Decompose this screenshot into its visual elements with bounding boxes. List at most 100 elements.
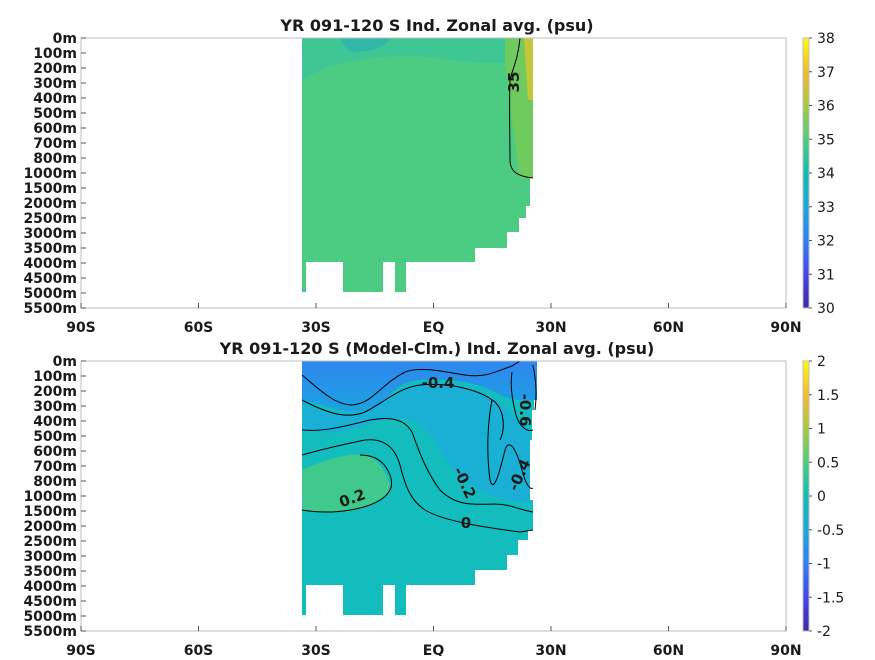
contour-label: 0	[461, 514, 471, 532]
x-tick-label: 30N	[535, 320, 566, 336]
field-surface-fresh	[340, 38, 390, 52]
x-axis: 90S 60S 30S EQ 30N 60N 90N	[66, 303, 802, 336]
y-tick-label: 500m	[33, 429, 77, 445]
y-tick-label: 2500m	[23, 211, 77, 227]
y-tick-label: 1500m	[23, 504, 77, 520]
colorbar-tick-label: 37	[817, 65, 835, 81]
contour-label: -0.4	[422, 374, 455, 392]
y-axis: 0m100m200m300m400m500m600m700m800m1000m1…	[23, 31, 86, 317]
contour-line	[487, 399, 534, 489]
colorbar-tick-label: 34	[817, 166, 835, 182]
y-tick-label: 100m	[33, 369, 77, 385]
y-tick-label: 800m	[33, 474, 77, 490]
colorbar-tick-label: 30	[817, 301, 835, 317]
contour-line	[301, 383, 504, 441]
colorbar-axis: -2 -1.5 -1 -0.5 0 0.5 1 1.5 2	[809, 354, 844, 640]
x-tick-label: 60N	[653, 320, 684, 336]
x-tick-label: 90S	[66, 320, 96, 336]
y-tick-label: 0m	[53, 31, 77, 47]
colorbar-tick-label: 0.5	[817, 455, 839, 471]
y-tick-label: 300m	[33, 399, 77, 415]
contour-line	[301, 361, 521, 406]
y-tick-label: 400m	[33, 91, 77, 107]
x-tick-label: EQ	[423, 320, 445, 336]
y-tick-label: 4000m	[23, 579, 77, 595]
x-tick-label: 90S	[66, 643, 96, 656]
chart-title: YR 091-120 S (Model-Clm.) Ind. Zonal avg…	[219, 339, 655, 358]
y-tick-label: 400m	[33, 414, 77, 430]
salinity-field: 35	[302, 38, 534, 292]
colorbar-tick-label: -0.5	[817, 523, 844, 539]
x-tick-label: 60N	[653, 643, 684, 656]
y-tick-label: 3000m	[23, 226, 77, 242]
field-interior	[302, 38, 533, 262]
chart-title: YR 091-120 S Ind. Zonal avg. (psu)	[279, 16, 593, 35]
panel-salinity-anomaly: YR 091-120 S (Model-Clm.) Ind. Zonal avg…	[23, 339, 844, 659]
colorbar-tick-label: 33	[817, 200, 835, 216]
contour-label: -0.6	[516, 394, 534, 427]
y-tick-label: 100m	[33, 46, 77, 62]
field-positive-tongue	[302, 454, 391, 513]
x-tick-label: 90N	[770, 643, 801, 656]
colorbar-tick-label: 36	[817, 99, 835, 115]
colorbar-tick-label: 1.5	[817, 388, 839, 404]
contour-line	[510, 371, 534, 431]
y-tick-label: 5000m	[23, 609, 77, 625]
colorbar-axis: 30 31 32 33 34 35 36 37 38	[809, 31, 835, 317]
y-tick-label: 1000m	[23, 489, 77, 505]
x-tick-label: 30S	[301, 643, 331, 656]
colorbar	[803, 361, 809, 631]
contour-line	[301, 439, 534, 533]
x-tick-label: 30S	[301, 320, 331, 336]
colorbar-tick-label: -1.5	[817, 590, 844, 606]
colorbar-tick-label: 35	[817, 132, 835, 148]
contour-line	[301, 418, 534, 513]
contour-line	[301, 454, 393, 513]
y-tick-label: 600m	[33, 121, 77, 137]
y-tick-label: 2000m	[23, 519, 77, 535]
y-tick-label: 500m	[33, 106, 77, 122]
y-tick-label: 3000m	[23, 549, 77, 565]
y-tick-label: 700m	[33, 136, 77, 152]
y-tick-label: 2000m	[23, 196, 77, 212]
x-tick-label: 90N	[770, 320, 801, 336]
y-tick-label: 5500m	[23, 624, 77, 640]
y-tick-label: 700m	[33, 459, 77, 475]
colorbar-tick-label: 31	[817, 267, 835, 283]
x-tick-label: 60S	[184, 643, 214, 656]
field-north-surface-salty	[524, 38, 533, 100]
colorbar-tick-label: 1	[817, 422, 826, 438]
panel-salinity: YR 091-120 S Ind. Zonal avg. (psu) 35 90…	[23, 16, 834, 336]
y-tick-label: 4000m	[23, 256, 77, 272]
field-deep-fragment	[395, 585, 406, 615]
x-axis: 90S 60S 30S EQ 30N 60N 90N	[66, 626, 802, 659]
field-deep-fragment	[343, 262, 383, 292]
y-tick-label: 3500m	[23, 241, 77, 257]
y-tick-label: 600m	[33, 444, 77, 460]
contour-line	[532, 364, 537, 411]
colorbar	[803, 38, 809, 308]
colorbar-tick-label: 32	[817, 234, 835, 250]
y-tick-label: 0m	[53, 354, 77, 370]
field-upper-negative	[302, 361, 537, 412]
y-tick-label: 3500m	[23, 564, 77, 580]
y-tick-label: 800m	[33, 151, 77, 167]
y-tick-label: 4500m	[23, 271, 77, 287]
colorbar-tick-label: -1	[817, 557, 831, 573]
field-deep-fragment	[395, 262, 406, 292]
field-deep-fragment	[302, 262, 306, 292]
colorbar-tick-label: 2	[817, 354, 826, 370]
x-tick-label: 30N	[535, 643, 566, 656]
y-tick-label: 1000m	[23, 166, 77, 182]
contour-label: 35	[505, 72, 523, 93]
field-deep-fragment	[302, 585, 306, 615]
x-tick-label: EQ	[423, 643, 445, 656]
y-tick-label: 200m	[33, 384, 77, 400]
x-tick-label: 60S	[184, 320, 214, 336]
y-tick-label: 4500m	[23, 594, 77, 610]
field-deep-fragment	[343, 585, 383, 615]
contour-line	[509, 38, 534, 179]
y-tick-label: 2500m	[23, 534, 77, 550]
anomaly-field: -0.4 -0.6 -0.2 -0.4 0.2 0	[301, 361, 537, 615]
